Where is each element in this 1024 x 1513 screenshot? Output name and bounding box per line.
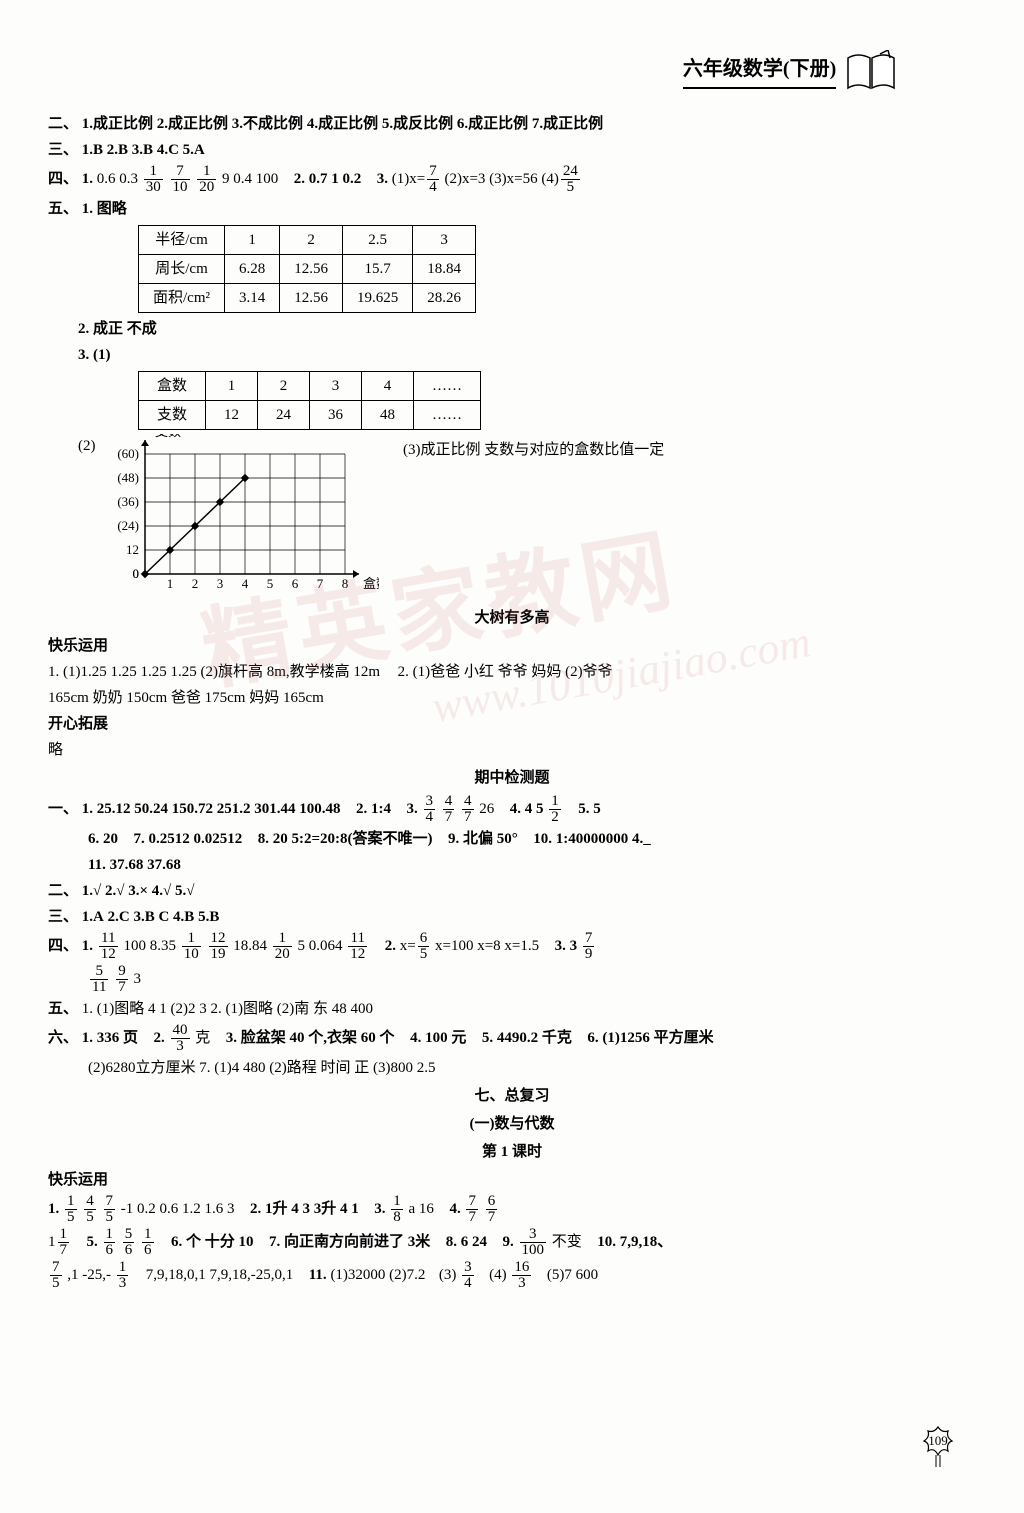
mt-6-l2: (2)6280立方厘米 7. (1)4 480 (2)路程 时间 正 (3)80… (88, 1056, 976, 1080)
sec2-label: 二、 (48, 116, 78, 132)
kaixin-content: 略 (48, 738, 976, 762)
sec4-q3: (1)x=74 (2)x=3 (3)x=56 (4)245 (392, 171, 582, 187)
q3-2-label: (2) (78, 438, 96, 454)
sec4-q2: 2. 0.7 1 0.2 (294, 171, 362, 187)
sec5-label: 五、 (48, 201, 78, 217)
q3-3-text: (3)成正比例 支数与对应的盒数比值一定 (403, 438, 664, 462)
section-2: 二、 1.成正比例 2.成正比例 3.不成比例 4.成正比例 5.成反比例 6.… (48, 112, 976, 136)
mt-2: 二、 1.√ 2.√ 3.× 4.√ 5.√ (48, 879, 976, 903)
sec5-q2: 2. 成正 不成 (78, 317, 976, 341)
mt-5: 五、 1. (1)图略 4 1 (2)2 3 2. (1)图略 (2)南 东 4… (48, 997, 976, 1021)
svg-text:2: 2 (192, 576, 199, 591)
line-chart: 12345678012(24)(36)(48)(60)0支数盒数 (99, 434, 379, 594)
kuaile2-label: 快乐运用 (48, 1168, 976, 1192)
review-sub2: 第 1 课时 (48, 1140, 976, 1164)
k2-l3: 75 ,1 -25,- 13 7,9,18,0,1 7,9,18,-25,0,1… (48, 1260, 976, 1291)
svg-text:6: 6 (292, 576, 299, 591)
tree-title: 大树有多高 (48, 606, 976, 630)
k2-l1: 1. 15 45 75 -1 0.2 0.6 1.2 1.6 3 2. 1升 4… (48, 1194, 976, 1225)
header: 六年级数学(下册) (48, 50, 976, 94)
svg-text:(24): (24) (118, 518, 140, 533)
page-number: 109 (912, 1423, 964, 1483)
mt-3: 三、 1.A 2.C 3.B C 4.B 5.B (48, 905, 976, 929)
review-title: 七、总复习 (48, 1084, 976, 1108)
midterm-title: 期中检测题 (48, 766, 976, 790)
page-title: 六年级数学(下册) (683, 53, 836, 89)
svg-text:12: 12 (126, 542, 139, 557)
mt-1-l2: 6. 20 7. 0.2512 0.02512 8. 20 5:2=20:8(答… (88, 827, 976, 851)
svg-text:(36): (36) (118, 494, 140, 509)
svg-text:0: 0 (133, 566, 140, 581)
section-5-q1: 五、 1. 图略 (48, 197, 976, 221)
kuaile1-l1: 1. (1)1.25 1.25 1.25 1.25 (2)旗杆高 8m,教学楼高… (48, 660, 976, 684)
sec5-q3-1: 3. (1) (78, 343, 976, 367)
sec4-q1-label: 1. (82, 171, 93, 187)
mt-6-l1: 六、 1. 336 页 2. 403 克 3. 脸盆架 40 个,衣架 60 个… (48, 1023, 976, 1054)
svg-text:盒数: 盒数 (363, 576, 379, 591)
section-4: 四、 1. 0.6 0.3 130 710 120 9 0.4 100 2. 0… (48, 164, 976, 195)
svg-text:支数: 支数 (155, 434, 181, 439)
svg-text:7: 7 (317, 576, 324, 591)
k2-l2: 117 5. 16 56 16 6. 个 十分 10 7. 向正南方向前进了 3… (48, 1227, 976, 1258)
sec2-items: 1.成正比例 2.成正比例 3.不成比例 4.成正比例 5.成反比例 6.成正比… (82, 116, 603, 132)
kuaile1-label: 快乐运用 (48, 634, 976, 658)
review-sub1: (一)数与代数 (48, 1112, 976, 1136)
sec5-q1: 1. 图略 (82, 201, 127, 217)
sec3-label: 三、 (48, 142, 78, 158)
svg-text:8: 8 (342, 576, 349, 591)
mt-4-l1: 四、 1. 1112 100 8.35 110 1219 18.84 120 5… (48, 931, 976, 962)
kaixin-label: 开心拓展 (48, 712, 976, 736)
svg-text:109: 109 (928, 1433, 948, 1448)
sec4-q3-label: 3. (377, 171, 388, 187)
book-icon (846, 50, 896, 94)
chart-row: (2) 12345678012(24)(36)(48)(60)0支数盒数 (3)… (78, 434, 976, 602)
mt-1-l1: 一、 1. 25.12 50.24 150.72 251.2 301.44 10… (48, 794, 976, 825)
section-3: 三、 1.B 2.B 3.B 4.C 5.A (48, 138, 976, 162)
svg-text:(48): (48) (118, 470, 140, 485)
sec4-q1: 0.6 0.3 130 710 120 9 0.4 100 (97, 171, 279, 187)
svg-text:4: 4 (242, 576, 249, 591)
radius-table: 半径/cm122.53周长/cm6.2812.5615.718.84面积/cm²… (138, 225, 476, 313)
svg-text:5: 5 (267, 576, 274, 591)
svg-text:(60): (60) (118, 446, 140, 461)
mt-1-l3: 11. 37.68 37.68 (88, 853, 976, 877)
svg-text:1: 1 (167, 576, 174, 591)
mt-4-l2: 511 97 3 (88, 964, 976, 995)
kuaile1-l2: 165cm 奶奶 150cm 爸爸 175cm 妈妈 165cm (48, 686, 976, 710)
sec3-items: 1.B 2.B 3.B 4.C 5.A (82, 142, 205, 158)
sec4-label: 四、 (48, 171, 78, 187)
box-table: 盒数1234……支数12243648…… (138, 371, 481, 430)
svg-text:3: 3 (217, 576, 224, 591)
